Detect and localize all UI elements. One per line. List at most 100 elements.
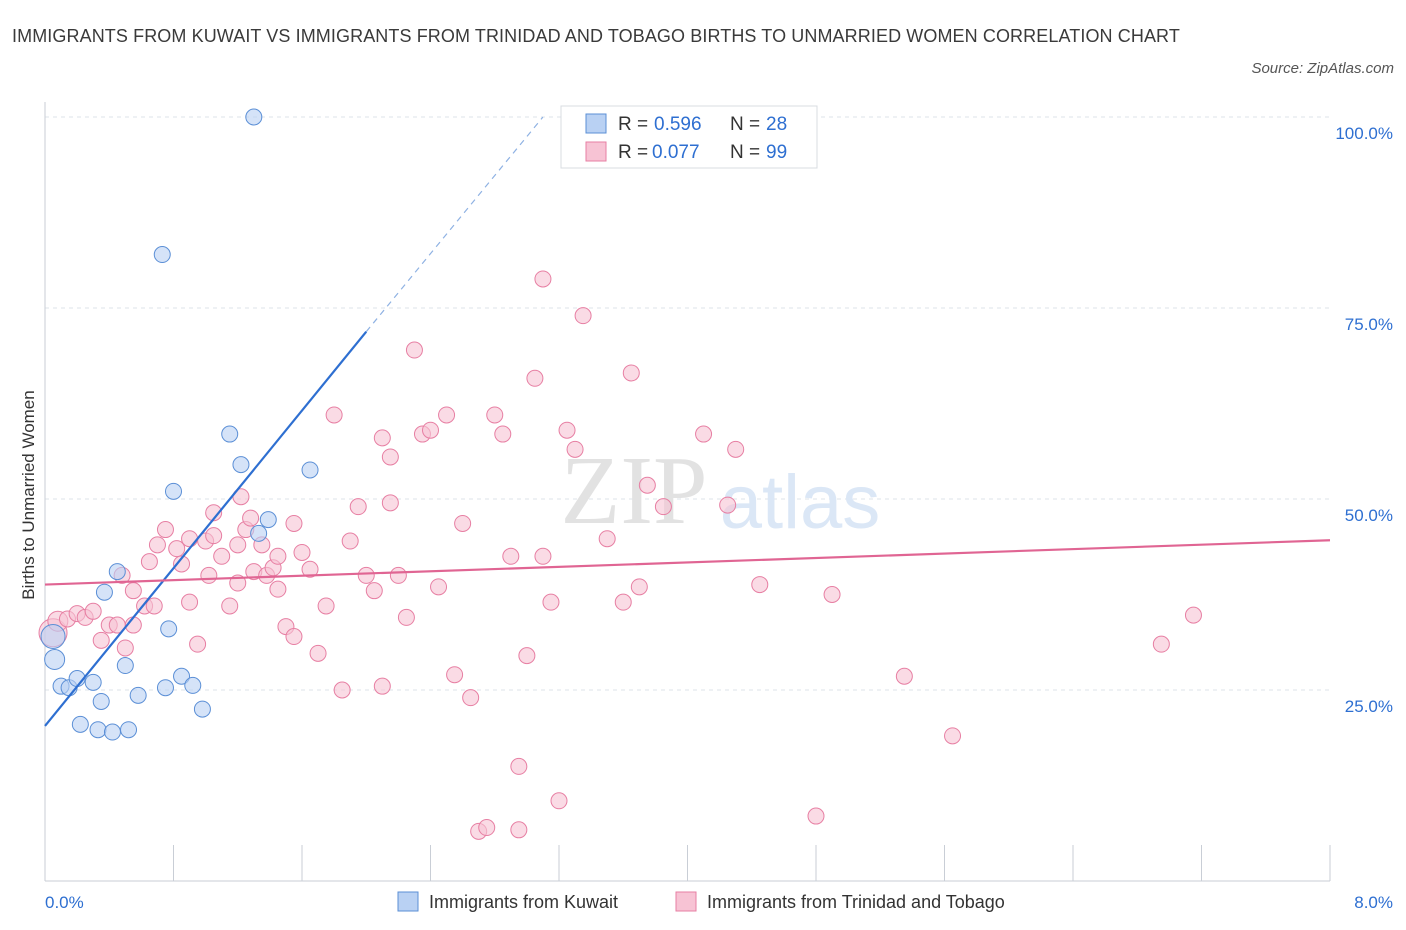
trinidad-point [181, 530, 199, 548]
kuwait-point [259, 511, 277, 529]
trinidad-point [462, 689, 480, 707]
trinidad-point [229, 536, 247, 554]
trinidad-point [145, 597, 163, 615]
trinidad-point [1184, 606, 1202, 624]
trinidad-point [405, 341, 423, 359]
y-tick-label: 100.0% [1335, 124, 1393, 143]
trinidad-point [638, 476, 656, 494]
trinidad-point [173, 555, 191, 573]
kuwait-point [221, 425, 239, 443]
legend-swatch-trinidad [585, 141, 607, 162]
kuwait-point [116, 657, 134, 675]
trinidad-point [598, 530, 616, 548]
trinidad-point [502, 547, 520, 565]
legend-n-label: N = [730, 114, 760, 135]
trinidad-point [494, 425, 512, 443]
kuwait-point [44, 648, 66, 670]
watermark-zip: ZIP [561, 437, 708, 545]
trinidad-point [807, 807, 825, 825]
kuwait-point [173, 667, 191, 685]
trinidad-point [181, 593, 199, 611]
trinidad-point [285, 628, 303, 646]
series-kuwait-points [40, 108, 319, 741]
trinidad-point [510, 821, 528, 839]
kuwait-point [108, 563, 126, 581]
kuwait-point [84, 673, 102, 691]
legend-swatch-kuwait [397, 891, 419, 912]
kuwait-trend-extension [365, 116, 544, 333]
trinidad-point [373, 677, 391, 695]
trinidad-point [269, 580, 287, 598]
kuwait-point [250, 524, 268, 542]
kuwait-point [156, 679, 174, 697]
trinidad-point [124, 582, 142, 600]
y-tick-label: 25.0% [1345, 697, 1393, 716]
trinidad-point [349, 498, 367, 516]
kuwait-point [89, 721, 107, 739]
trinidad-point [454, 514, 472, 532]
kuwait-point [165, 482, 182, 500]
trinidad-point [140, 553, 158, 571]
trinidad-point [325, 406, 343, 424]
x-tick-label-max: 8.0% [1354, 893, 1393, 912]
trinidad-point [622, 364, 640, 382]
trinidad-point [823, 586, 841, 603]
kuwait-point [232, 456, 250, 474]
kuwait-point [184, 676, 202, 694]
trinidad-point [630, 578, 648, 596]
trinidad-point [317, 597, 335, 615]
trinidad-point [751, 576, 769, 594]
trinidad-point [895, 667, 913, 685]
kuwait-point [40, 624, 66, 650]
trinidad-point [213, 547, 231, 565]
legend-r-label: R = [618, 114, 648, 135]
source-credit: Source: ZipAtlas.com [1251, 60, 1394, 77]
series-trinidad-points [38, 270, 1202, 840]
kuwait-point [95, 583, 113, 601]
trinidad-point [944, 727, 962, 745]
trinidad-point [285, 514, 303, 532]
trinidad-point [446, 666, 464, 684]
trinidad-point [430, 578, 448, 596]
trinidad-point [542, 593, 560, 611]
trinidad-point [148, 536, 166, 554]
trinidad-point [558, 421, 576, 439]
legend-r-label: R = [618, 142, 648, 163]
trinidad-point [357, 566, 375, 584]
kuwait-point [92, 692, 110, 710]
y-tick-label: 75.0% [1345, 315, 1393, 334]
trinidad-point [293, 543, 311, 561]
trinidad-point [397, 608, 415, 626]
trinidad-point [168, 540, 186, 558]
trinidad-point [534, 547, 552, 565]
trinidad-point [510, 757, 528, 775]
trinidad-point [205, 504, 223, 522]
trinidad-point [269, 547, 287, 565]
trinidad-point [422, 421, 439, 439]
trinidad-point [719, 496, 737, 514]
trinidad-point [373, 429, 391, 447]
trinidad-point [200, 566, 218, 584]
trinidad-point [1152, 635, 1170, 653]
kuwait-point [120, 721, 138, 739]
legend-label-kuwait: Immigrants from Kuwait [429, 892, 618, 912]
y-axis-label: Births to Unmarried Women [19, 390, 38, 599]
watermark: ZIP atlas [561, 437, 881, 545]
legend-n-value: 99 [766, 142, 787, 163]
trinidad-trend-line [44, 539, 1331, 586]
legend-swatch-trinidad [675, 891, 697, 912]
axes [44, 102, 1331, 882]
kuwait-point [71, 715, 89, 733]
trinidad-point [526, 369, 544, 387]
trinidad-point [566, 440, 584, 458]
kuwait-point [129, 686, 147, 704]
legend-n-label: N = [730, 142, 760, 163]
trinidad-point [116, 639, 134, 657]
trinidad-point [156, 521, 174, 539]
y-tick-labels: 25.0% 50.0% 75.0% 100.0% [1335, 124, 1393, 716]
trinidad-point [341, 532, 359, 550]
trinidad-point [614, 593, 632, 611]
chart-title: IMMIGRANTS FROM KUWAIT VS IMMIGRANTS FRO… [12, 26, 1180, 46]
legend-swatch-kuwait [585, 113, 607, 134]
